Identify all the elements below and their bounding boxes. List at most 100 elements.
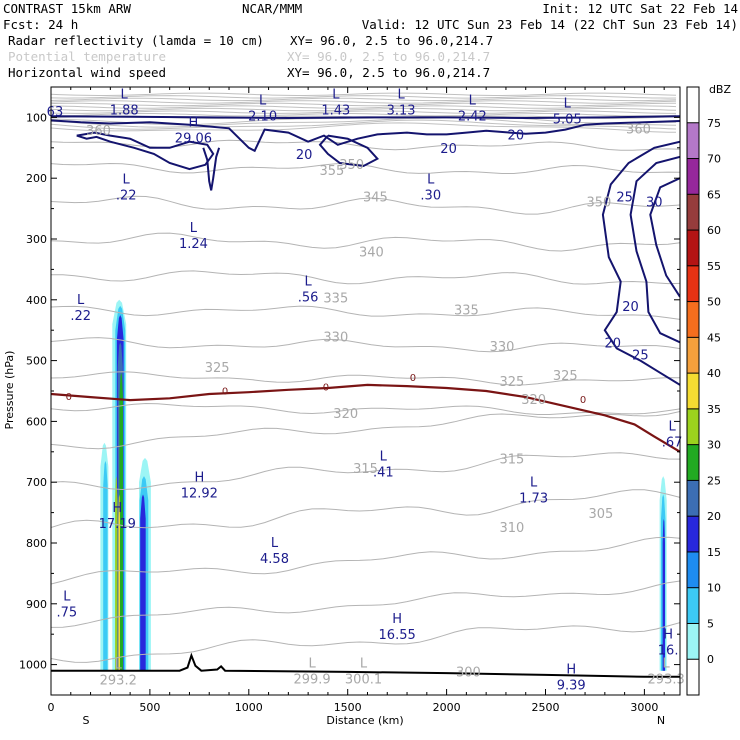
colorbar-swatch [687, 587, 699, 624]
extremum-marker: L [564, 96, 572, 111]
colorbar-swatch [687, 301, 699, 338]
y-tick-label: 500 [26, 355, 47, 368]
colorbar-swatch [687, 516, 699, 552]
y-tick-label: 100 [26, 111, 47, 124]
extremum-value: 300.1 [345, 672, 382, 687]
colorbar-swatch [687, 623, 699, 660]
colorbar-swatch [687, 158, 699, 195]
extremum-value: .67 [662, 435, 683, 450]
reflectivity-cell [118, 494, 120, 671]
extremum-marker: L [332, 87, 340, 102]
colorbar-swatch [687, 551, 699, 588]
colorbar-swatch [687, 337, 699, 374]
extremum-marker: H [392, 612, 402, 627]
freezing-level-label: 0 [410, 373, 416, 384]
extremum-value: 5.05 [553, 112, 582, 127]
extremum-value: 63 [47, 105, 64, 120]
extremum-value: .75 [56, 606, 77, 621]
theta-label: 325 [205, 361, 230, 376]
extremum-value: .30 [420, 188, 441, 203]
extremum-marker: L [77, 293, 85, 308]
extremum-value: .22 [116, 188, 137, 203]
colorbar-swatch [687, 122, 699, 159]
theta-contour [51, 113, 677, 117]
theta-label: 350 [339, 158, 364, 173]
extremum-marker: L [427, 172, 435, 187]
wind-label: 25 [616, 190, 633, 205]
field-1-label: Radar reflectivity (lamda = 10 cm) [8, 33, 264, 48]
freezing-level-label: 0 [323, 383, 329, 394]
theta-label: 345 [363, 191, 388, 206]
colorbar-swatch [687, 87, 699, 123]
x-tick-label: 1500 [334, 701, 362, 714]
colorbar-swatch [687, 373, 699, 409]
colorbar-swatch [687, 480, 699, 517]
colorbar-label: 60 [707, 224, 721, 237]
extremum-value: 17.19 [99, 517, 136, 532]
colorbar-swatch [687, 659, 699, 695]
wind-label: 30 [646, 195, 663, 210]
x-tick-label: 2500 [531, 701, 559, 714]
colorbar-label: 55 [707, 260, 721, 273]
theta-contour [51, 97, 677, 102]
wind-label: 20 [440, 142, 457, 157]
extremum-value: .56 [298, 291, 319, 306]
extremum-marker: L [121, 87, 129, 102]
theta-label: 315 [499, 453, 524, 468]
extremum-value: 16.55 [379, 628, 416, 643]
theta-label: 325 [553, 369, 578, 384]
reflectivity-cell [103, 460, 108, 671]
theta-contour [51, 305, 680, 320]
extremum-marker: L [668, 419, 676, 434]
colorbar-frame [686, 86, 700, 696]
extremum-value: 12.92 [181, 486, 218, 501]
extremum-value: 29.06 [175, 131, 212, 146]
theta-contour [51, 95, 677, 99]
reflectivity-cell [119, 372, 123, 671]
contour-labels: 350 360 345 350 340 335 335 330 330 325 325 325 320 3… [47, 87, 685, 693]
wind-contour-20 [202, 147, 221, 191]
theta-label: 360 [86, 124, 111, 139]
extremum-marker: L [397, 87, 405, 102]
wind-label: 20 [296, 148, 313, 163]
wind-contour-30 [649, 177, 680, 298]
theta-label: 320 [333, 407, 358, 422]
valid-time: Valid: 12 UTC Sun 23 Feb 14 (22 ChT Sun … [362, 17, 738, 32]
wind-label: 25 [632, 349, 649, 364]
extremum-marker: L [530, 475, 538, 490]
extremum-marker: H [566, 663, 576, 678]
extremum-value: 9.39 [557, 679, 586, 694]
theta-contour [51, 402, 680, 415]
center-title: NCAR/MMM [242, 1, 302, 16]
extremum-value: 1.24 [179, 237, 208, 252]
theta-contour [51, 536, 680, 585]
colorbar-label: 0 [707, 653, 714, 666]
colorbar-label: 30 [707, 439, 721, 452]
wind-contour-20 [318, 134, 380, 168]
extremum-value: 3.13 [387, 103, 416, 118]
y-tick-label: 400 [26, 294, 47, 307]
model-title: CONTRAST 15km ARW [3, 1, 131, 16]
init-time: Init: 12 UTC Sat 22 Feb 14 [542, 1, 738, 16]
extremum-value: 2.10 [248, 109, 277, 124]
theta-label: 340 [359, 245, 384, 260]
freezing-level-label: 0 [222, 386, 228, 397]
freezing-level-contour [51, 383, 680, 453]
theta-contour [51, 107, 677, 112]
theta-contour [51, 100, 677, 104]
y-tick-label: 200 [26, 172, 47, 185]
reflectivity-cell [662, 518, 665, 671]
x-tick-label: 1000 [235, 701, 263, 714]
theta-contour [51, 117, 677, 128]
theta-contour [51, 452, 680, 491]
freezing-level-label: 0 [66, 392, 72, 403]
freezing-level-label: 0 [580, 395, 586, 406]
extremum-marker: H [663, 627, 673, 642]
reflectivity-layer [100, 299, 667, 671]
theta-contour [51, 580, 680, 628]
wind-contour-20 [601, 140, 680, 386]
x-axis-title: Distance (km) [326, 714, 403, 727]
extremum-value: 293.2 [100, 674, 137, 689]
colorbar-swatch [687, 265, 699, 302]
